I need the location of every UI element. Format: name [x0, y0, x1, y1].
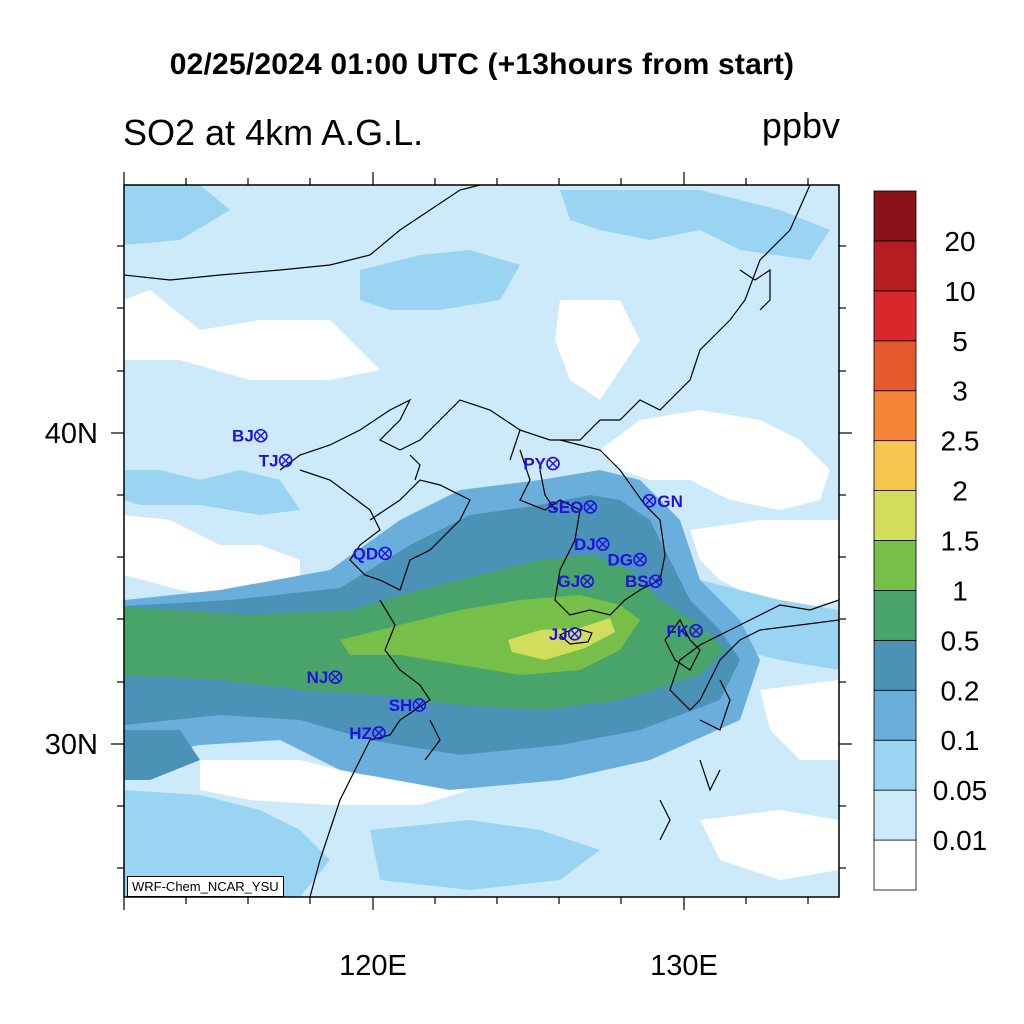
map-title: 02/25/2024 01:00 UTC (+13hours from star…: [169, 48, 795, 81]
colorbar-swatch: [873, 739, 917, 791]
colorbar-swatch: [873, 440, 917, 491]
units-label: ppbv: [761, 105, 840, 146]
station-bs: BS: [625, 572, 663, 591]
station-marker-icon: [583, 500, 598, 514]
station-label: QD: [353, 544, 379, 563]
colorbar-label: 2.5: [941, 426, 980, 457]
lat-tick-label-30: 30N: [45, 729, 98, 761]
plot-frame: [123, 184, 840, 898]
colorbar-label: 3: [952, 376, 968, 407]
station-fk: FK: [666, 622, 703, 641]
model-credit: WRF-Chem_NCAR_YSU: [127, 876, 284, 897]
colorbar-label: 0.01: [933, 825, 988, 856]
station-py: PY: [523, 455, 560, 474]
station-label: NJ: [307, 668, 329, 687]
station-label: SH: [389, 696, 413, 715]
colorbar-swatch: [873, 490, 917, 541]
station-label: HZ: [349, 724, 372, 743]
station-marker-icon: [595, 537, 610, 551]
station-nj: NJ: [307, 668, 343, 687]
station-marker-icon: [580, 574, 594, 589]
station-label: DG: [608, 551, 634, 570]
colorbar-label: 0.1: [941, 725, 980, 756]
station-marker-icon: [689, 623, 703, 638]
station-marker-icon: [412, 698, 427, 712]
colorbar-label: 20: [944, 226, 975, 257]
station-jj: JJ: [549, 625, 582, 644]
station-label: SEO: [547, 498, 583, 517]
station-label: BJ: [232, 427, 254, 446]
colorbar-label: 2: [952, 476, 968, 507]
coastlines: [124, 185, 839, 897]
station-qd: QD: [353, 544, 392, 563]
station-label: BS: [625, 572, 649, 591]
colorbar-swatch: [873, 290, 917, 342]
colorbar-label: 0.05: [933, 775, 988, 806]
colorbar-swatch: [873, 789, 917, 841]
colorbar-label: 10: [944, 276, 975, 307]
station-label: GN: [657, 492, 683, 511]
station-marker-icon: [546, 456, 560, 471]
variable-label: SO2 at 4km A.G.L.: [123, 112, 424, 153]
station-marker-icon: [378, 546, 392, 561]
colorbar-swatch: [873, 540, 917, 591]
station-label: DJ: [574, 535, 596, 554]
lon-tick-label-130: 130E: [650, 950, 718, 982]
station-label: JJ: [549, 625, 568, 644]
station-seo: SEO: [547, 498, 598, 517]
colorbar-swatch: [873, 190, 917, 242]
station-label: GJ: [558, 572, 581, 591]
station-bj: BJ: [232, 427, 268, 446]
station-tj: TJ: [259, 452, 293, 471]
station-label: TJ: [259, 452, 279, 471]
colorbar-label: 0.2: [941, 675, 980, 706]
colorbar-label: 5: [952, 326, 968, 357]
station-sh: SH: [389, 696, 427, 715]
colorbar-swatch: [873, 689, 917, 741]
station-marker-icon: [642, 493, 657, 508]
colorbar-label: 1: [952, 575, 968, 606]
station-gj: GJ: [558, 572, 594, 591]
station-label: FK: [666, 622, 689, 641]
station-hz: HZ: [349, 724, 386, 743]
lon-tick-label-120: 120E: [339, 950, 407, 982]
station-dg: DG: [608, 551, 647, 570]
colorbar-swatch: [873, 340, 917, 392]
colorbar-swatch: [873, 390, 917, 442]
lat-tick-label-40: 40N: [45, 418, 98, 450]
station-marker-icon: [328, 670, 343, 685]
station-marker-icon: [278, 453, 293, 468]
so2-concentration-field: [124, 185, 839, 897]
colorbar-label: 0.5: [941, 625, 980, 656]
station-dj: DJ: [574, 535, 610, 554]
station-marker-icon: [633, 552, 647, 567]
station-label: PY: [523, 455, 546, 474]
station-marker-icon: [372, 726, 386, 740]
colorbar-swatch: [873, 839, 917, 891]
colorbar: 0.01 0.05 0.1 0.2 0.5 1 1.5 2 2.5 3 5 10 20: [873, 190, 988, 891]
colorbar-swatch: [873, 639, 917, 691]
station-marker-icon: [253, 428, 268, 443]
station-gn: GN: [642, 492, 683, 511]
colorbar-label: 1.5: [941, 526, 980, 557]
colorbar-swatch: [873, 590, 917, 641]
colorbar-swatch: [873, 240, 917, 292]
station-marker-icon: [648, 574, 663, 589]
axis-ticks: [111, 172, 852, 910]
station-marker-icon: [567, 627, 582, 641]
station-markers: BJ TJ PY GN SEO QD DJ DG GJ BS JJ FK NJ SH HZ: [232, 427, 703, 743]
